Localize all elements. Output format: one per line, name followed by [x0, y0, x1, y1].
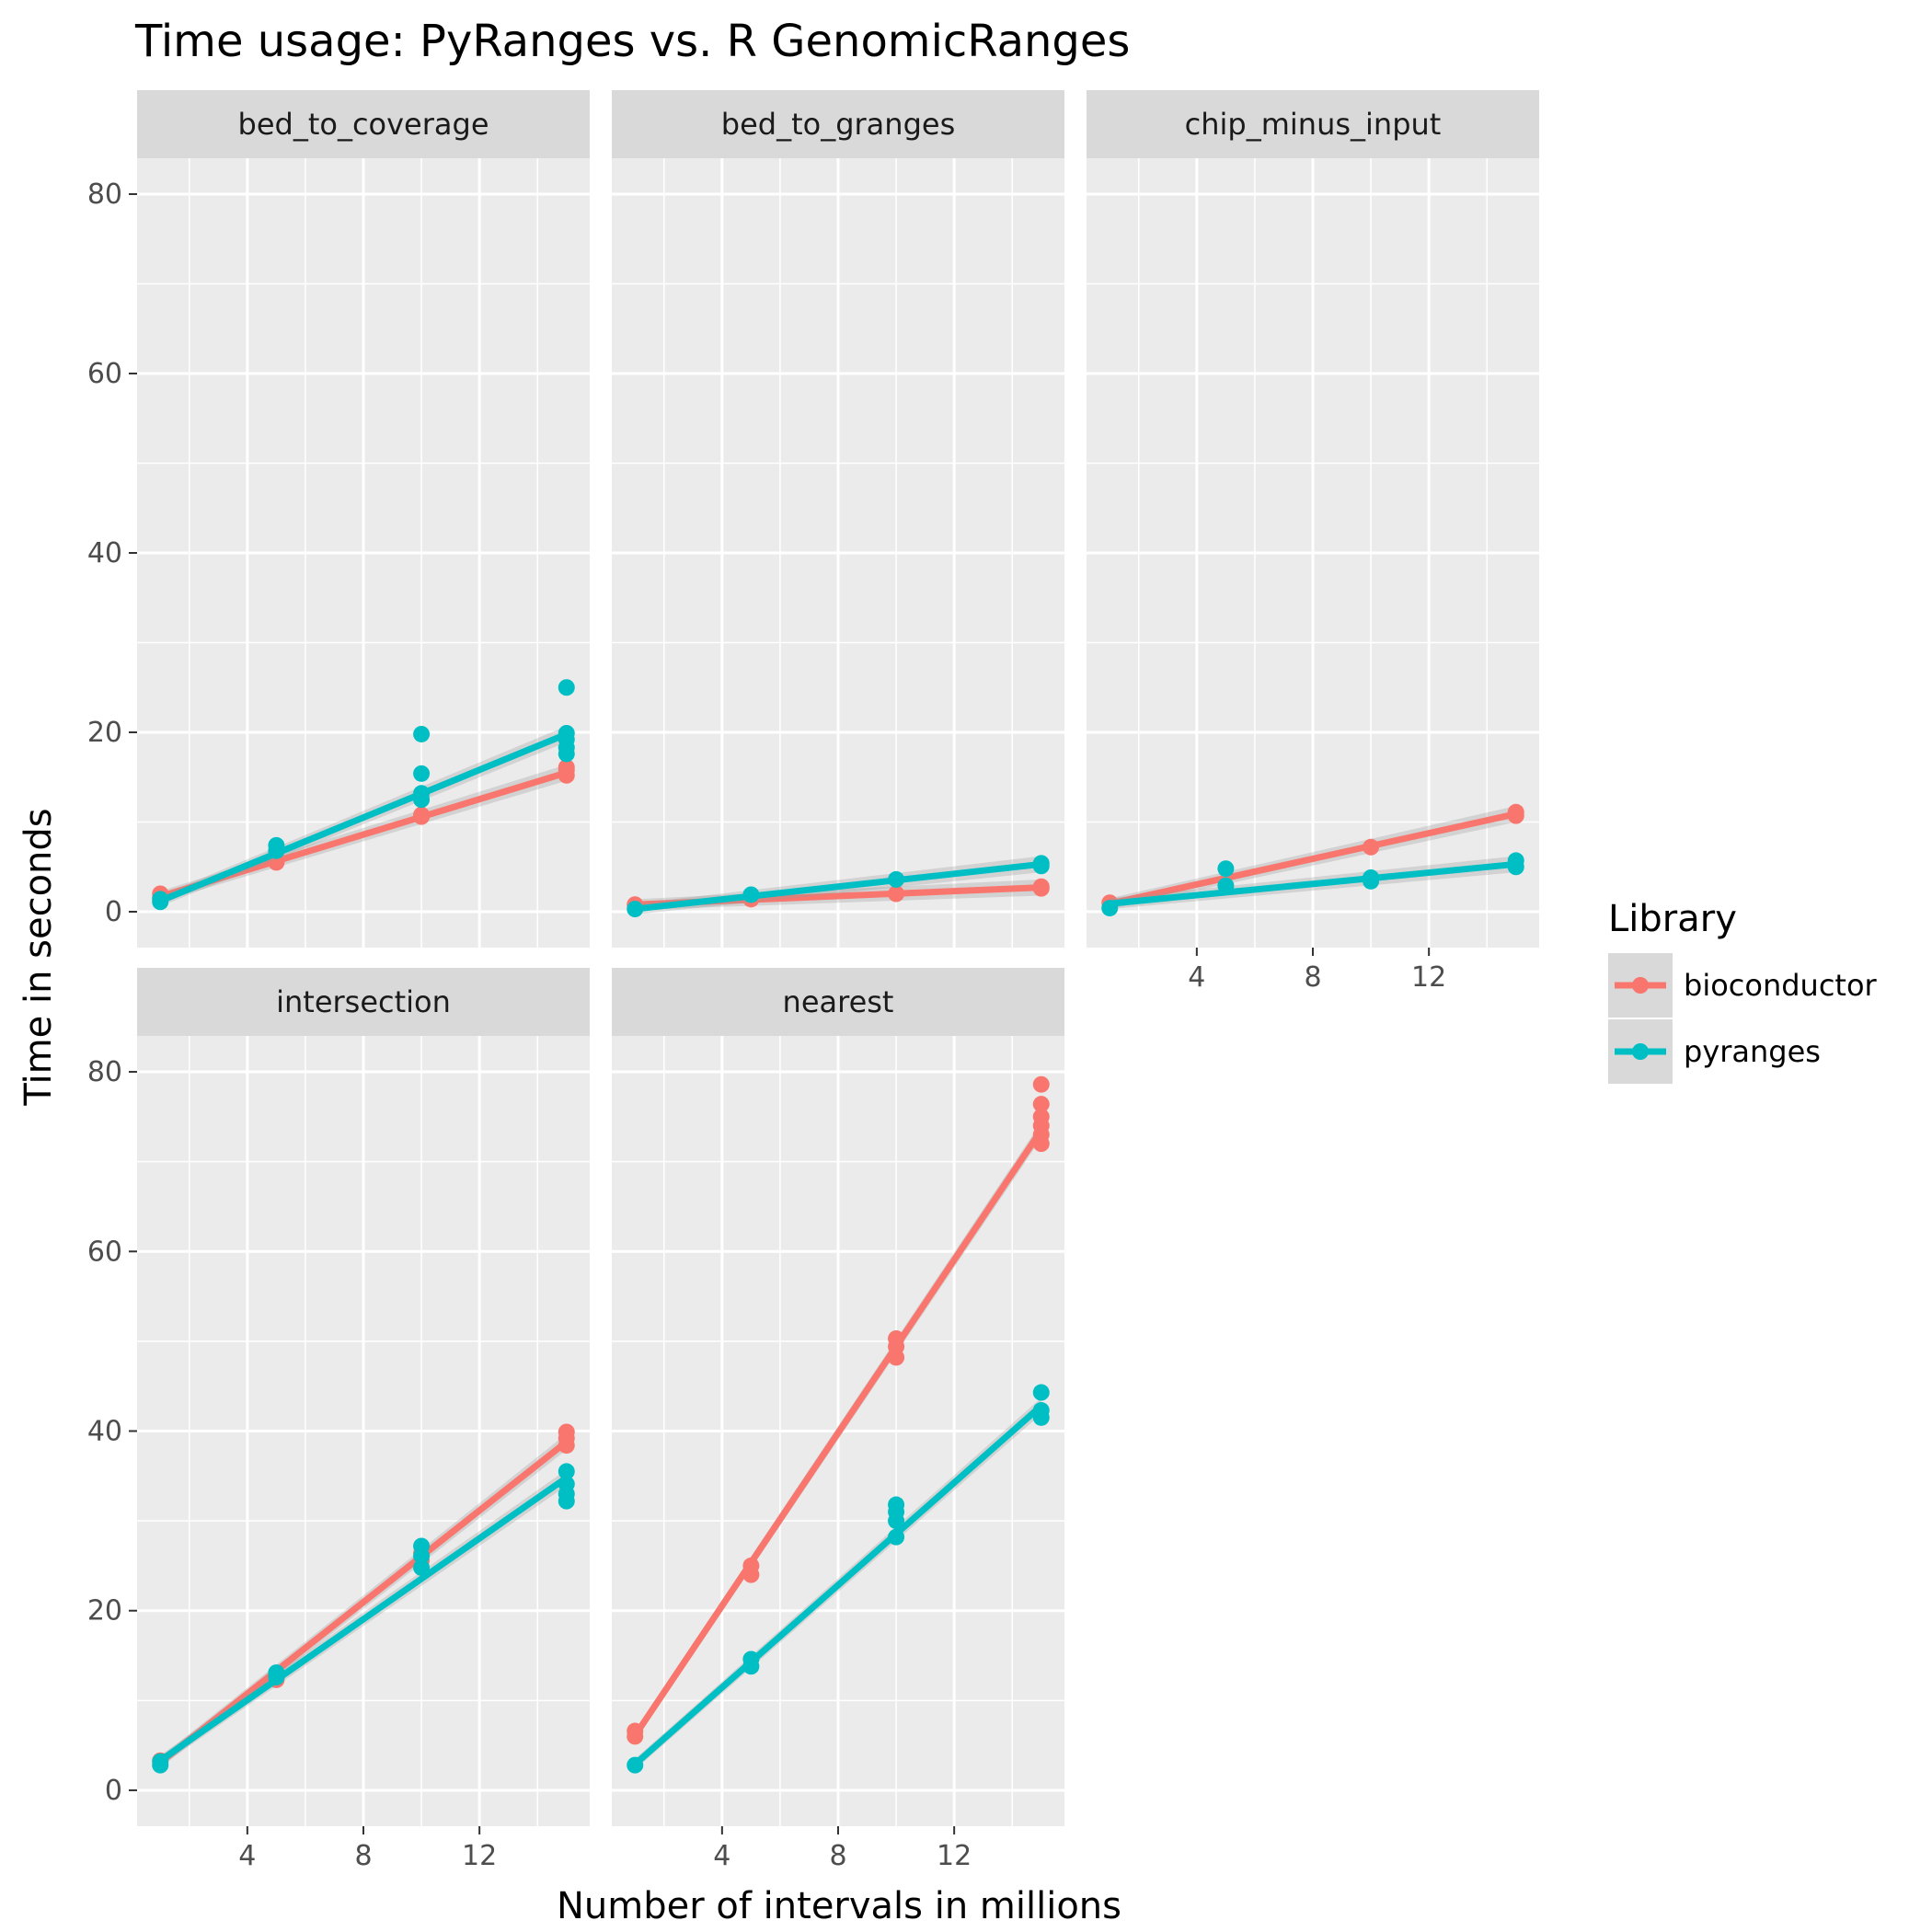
legend-point-pyranges	[1632, 1043, 1649, 1060]
strip-bed-to-granges	[612, 90, 1064, 158]
strip-nearest	[612, 968, 1064, 1036]
strip-label-bed-to-coverage: bed_to_coverage	[238, 107, 489, 142]
series-bed-to-coverage-pyranges	[152, 679, 575, 911]
panel-chip-minus-input: chip_minus_input 4 8 12	[1087, 90, 1539, 994]
data-point	[888, 1496, 905, 1513]
y-tick-label: 40	[87, 537, 122, 569]
x-tick-label: 4	[238, 1840, 256, 1872]
data-point	[1032, 1384, 1050, 1401]
fit-line	[1109, 811, 1517, 907]
x-axis-title: Number of intervals in millions	[557, 1885, 1121, 1927]
data-point	[1032, 1075, 1050, 1093]
fit-line	[158, 1475, 569, 1764]
y-axis-title: Time in seconds	[17, 808, 60, 1106]
x-tick-label: 12	[1411, 961, 1446, 994]
data-point	[1217, 860, 1235, 878]
series-nearest-pyranges	[627, 1384, 1050, 1774]
fit-line	[632, 1403, 1044, 1767]
x-tick-label: 8	[829, 1840, 846, 1872]
y-tick-label: 60	[87, 1236, 122, 1268]
fit-line	[1109, 860, 1517, 907]
strip-bed-to-coverage	[137, 90, 590, 158]
series-nearest-bioconductor	[627, 1075, 1050, 1745]
panel-intersection: intersection 0 20 40 60 80 4 8 12	[87, 968, 590, 1872]
strip-label-nearest: nearest	[783, 984, 894, 1019]
fit-line	[634, 860, 1042, 913]
data-point	[413, 1537, 431, 1555]
panel-nearest: nearest 4 8 12	[612, 968, 1064, 1872]
series-bed-to-granges-pyranges	[627, 855, 1050, 918]
legend-label-pyranges: pyranges	[1684, 1034, 1821, 1069]
x-tick-label: 4	[713, 1840, 730, 1872]
legend-title: Library	[1608, 898, 1737, 940]
strip-label-intersection: intersection	[276, 984, 451, 1019]
panel-bed-to-granges: bed_to_granges	[612, 90, 1064, 948]
chart-title: Time usage: PyRanges vs. R GenomicRanges	[134, 16, 1130, 67]
series-intersection-pyranges	[152, 1463, 575, 1774]
y-tick-label: 80	[87, 1056, 122, 1088]
y-tick-label: 60	[87, 358, 122, 390]
data-point	[558, 679, 575, 696]
y-tick-label: 80	[87, 178, 122, 211]
data-point	[558, 1423, 575, 1441]
panel-bed-to-coverage: bed_to_coverage 0 20 40 60 80	[87, 90, 590, 948]
data-point	[558, 1463, 575, 1480]
data-point	[1032, 1096, 1050, 1113]
strip-chip-minus-input	[1087, 90, 1539, 158]
x-tick-label: 8	[1304, 961, 1321, 994]
data-point	[1032, 1108, 1050, 1125]
legend-label-bioconductor: bioconductor	[1684, 968, 1878, 1003]
x-tick-label: 8	[354, 1840, 372, 1872]
strip-label-chip-minus-input: chip_minus_input	[1185, 107, 1442, 142]
legend-point-bioconductor	[1632, 977, 1649, 994]
strip-label-bed-to-granges: bed_to_granges	[721, 107, 955, 142]
fit-line	[158, 730, 569, 904]
x-tick-label: 12	[462, 1840, 497, 1872]
y-tick-label: 20	[87, 1595, 122, 1627]
y-tick-label: 0	[105, 1775, 122, 1807]
y-tick-label: 20	[87, 717, 122, 749]
series-chip-minus-input-pyranges	[1101, 852, 1524, 917]
data-point	[413, 725, 431, 742]
y-tick-label: 40	[87, 1416, 122, 1448]
strip-intersection	[137, 968, 590, 1036]
legend: Library bioconductor pyranges	[1608, 898, 1878, 1084]
x-tick-label: 12	[937, 1840, 972, 1872]
fit-line	[158, 1439, 569, 1765]
x-tick-label: 4	[1188, 961, 1205, 994]
y-tick-label: 0	[105, 896, 122, 928]
data-point	[413, 765, 431, 782]
fit-line	[632, 1128, 1044, 1738]
data-point	[413, 1558, 431, 1576]
